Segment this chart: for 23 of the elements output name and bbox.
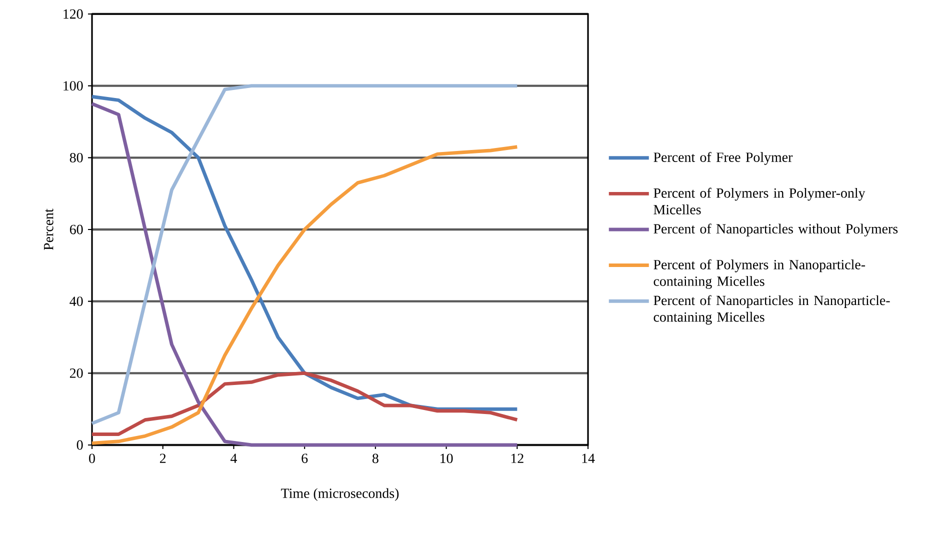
legend-label: Percent of Nanoparticles without Polymers <box>654 224 898 236</box>
y-axis-title: Percent <box>44 208 54 250</box>
y-tick-label: 20 <box>70 368 83 378</box>
x-tick-label: 10 <box>440 454 453 464</box>
legend-label: Percent of Free Polymer <box>654 152 793 165</box>
y-tick-label: 120 <box>64 9 83 19</box>
x-tick-label: 8 <box>372 454 378 464</box>
x-axis-title: Time (microseconds) <box>281 488 399 501</box>
x-tick-label: 2 <box>160 454 166 463</box>
legend-label: Percent of Nanoparticles in Nanoparticle-containing Micelles <box>654 295 890 325</box>
x-tick-label: 14 <box>582 454 595 463</box>
y-tick-label: 60 <box>70 224 83 234</box>
x-tick-label: 4 <box>230 454 237 463</box>
legend-label: Percent of Polymers in Polymer-only Micelles <box>654 188 866 214</box>
line-series <box>90 371 519 436</box>
y-tick-label: 100 <box>64 81 83 91</box>
x-tick-label: 0 <box>89 454 95 464</box>
y-tick-label: 40 <box>70 296 83 306</box>
y-tick-label: 0 <box>76 440 83 450</box>
x-tick-label: 12 <box>511 454 524 463</box>
y-tick-label: 80 <box>70 152 83 162</box>
legend-label: Percent of Polymers in Nanoparticle-containing Micelles <box>654 259 866 289</box>
x-tick-label: 6 <box>302 454 308 464</box>
